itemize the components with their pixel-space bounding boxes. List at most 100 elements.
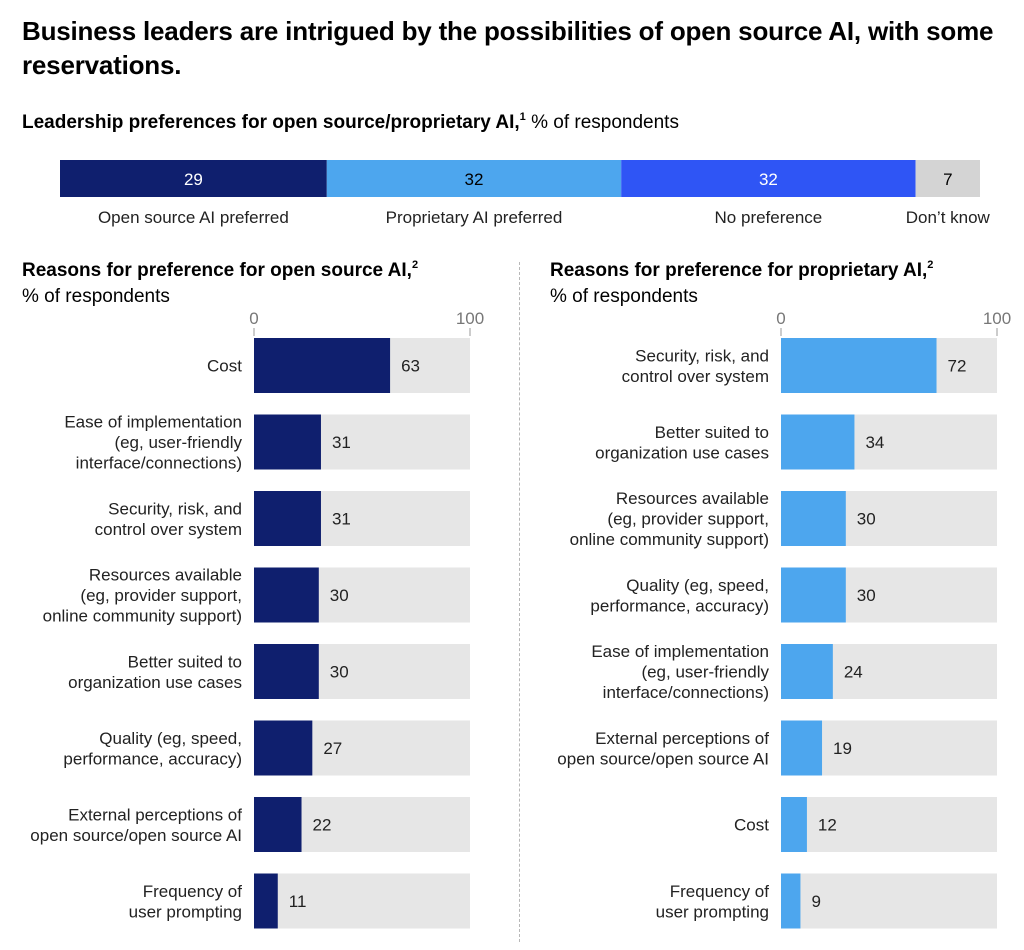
open-source-value-label-0: 63 xyxy=(401,357,420,376)
proprietary-value-label-2: 30 xyxy=(857,510,876,529)
proprietary-reasons-subtitle: % of respondents xyxy=(550,286,698,307)
open-source-bar-1 xyxy=(254,414,321,470)
open-source-bar-5 xyxy=(254,720,313,776)
open-source-value-label-2: 31 xyxy=(332,510,351,529)
proprietary-category-label-line: Cost xyxy=(734,816,769,835)
proprietary-value-label-1: 34 xyxy=(865,433,884,452)
open-source-category-label-line: Resources available xyxy=(89,566,242,585)
stacked-segment-label-0: Open source AI preferred xyxy=(98,208,289,227)
proprietary-category-label-line: open source/open source AI xyxy=(557,749,769,768)
open-source-category-label-line: Ease of implementation xyxy=(64,413,242,432)
proprietary-bar-1 xyxy=(781,414,855,470)
open-source-category-label-line: user prompting xyxy=(129,902,242,921)
open-source-category-label-line: Security, risk, and xyxy=(108,499,242,518)
proprietary-category-label-line: External perceptions of xyxy=(595,729,769,748)
open-source-category-label-line: control over system xyxy=(95,520,242,539)
open-source-value-label-5: 27 xyxy=(323,739,342,758)
open-source-value-label-6: 22 xyxy=(313,816,332,835)
open-source-category-label-3: Resources available (eg, provider support… xyxy=(43,566,242,626)
proprietary-category-label-line: (eg, user-friendly xyxy=(641,663,769,682)
proprietary-track-6 xyxy=(781,797,997,852)
open-source-track-7 xyxy=(254,873,470,929)
open-source-category-label-line: Better suited to xyxy=(128,652,242,671)
stacked-bar-chart: 29 Open source AI preferred 32 Proprietary … xyxy=(60,160,991,227)
proprietary-bar-3 xyxy=(781,567,846,623)
proprietary-value-label-3: 30 xyxy=(857,586,876,605)
stacked-bar-heading: Leadership preferences for open source/p… xyxy=(22,110,679,136)
proprietary-category-label-5: External perceptions of open source/open … xyxy=(557,729,769,769)
open-source-category-label-line: External perceptions of xyxy=(68,805,242,824)
open-source-category-label-line: online community support) xyxy=(43,607,242,626)
open-source-value-label-7: 11 xyxy=(289,892,307,911)
proprietary-category-label-line: Ease of implementation xyxy=(591,642,769,661)
proprietary-category-label-line: Better suited to xyxy=(655,423,769,442)
proprietary-category-label-2: Resources available (eg, provider support… xyxy=(570,489,769,549)
proprietary-category-label-3: Quality (eg, speed, performance, accuracy… xyxy=(590,576,769,616)
open-source-reasons-chart: 0 100 63 Cost 31 Ease of implementation (eg, u… xyxy=(30,309,484,929)
open-source-bar-3 xyxy=(254,567,319,623)
open-source-category-label-line: Frequency of xyxy=(143,882,242,901)
proprietary-bar-7 xyxy=(781,873,801,929)
open-source-category-label-6: External perceptions of open source/open … xyxy=(30,805,242,845)
proprietary-bar-6 xyxy=(781,797,807,852)
proprietary-category-label-6: Cost xyxy=(734,816,769,835)
proprietary-bar-2 xyxy=(781,491,846,546)
proprietary-category-label-4: Ease of implementation (eg, user-friendly… xyxy=(591,642,769,702)
proprietary-reasons-footnote: 2 xyxy=(927,259,934,271)
open-source-bar-0 xyxy=(254,338,391,393)
proprietary-value-label-5: 19 xyxy=(833,739,852,758)
stacked-segment-value-3: 7 xyxy=(943,170,952,189)
stacked-segment-value-1: 32 xyxy=(465,170,484,189)
proprietary-value-label-0: 72 xyxy=(948,357,967,376)
open-source-reasons-heading: Reasons for preference for open source A… xyxy=(22,258,418,310)
proprietary-category-label-0: Security, risk, and control over system xyxy=(622,346,769,386)
proprietary-category-label-line: online community support) xyxy=(570,530,769,549)
proprietary-category-label-line: interface/connections) xyxy=(603,683,769,702)
open-source-category-label-line: (eg, user-friendly xyxy=(114,433,242,452)
stacked-segment-label-3: Don’t know xyxy=(906,208,991,227)
open-source-category-label-4: Better suited to organization use cases xyxy=(68,652,242,692)
open-source-value-label-1: 31 xyxy=(332,433,351,452)
proprietary-reasons-chart: 0 100 72 Security, risk, and control over sy… xyxy=(557,309,1011,929)
proprietary-reasons-heading: Reasons for preference for proprietary A… xyxy=(550,258,933,310)
proprietary-category-label-line: organization use cases xyxy=(595,443,769,462)
proprietary-category-label-line: performance, accuracy) xyxy=(590,596,769,615)
proprietary-tick-label-0: 0 xyxy=(776,309,785,328)
open-source-bar-6 xyxy=(254,797,302,852)
open-source-category-label-1: Ease of implementation (eg, user-friendly… xyxy=(64,413,242,473)
proprietary-bar-4 xyxy=(781,644,833,699)
proprietary-bar-0 xyxy=(781,338,937,393)
open-source-category-label-line: Cost xyxy=(207,357,242,376)
stacked-segment-0 xyxy=(60,160,327,197)
proprietary-category-label-1: Better suited to organization use cases xyxy=(595,423,769,463)
stacked-bar-footnote: 1 xyxy=(519,111,526,123)
stacked-segment-value-0: 29 xyxy=(184,170,203,189)
stacked-bar-subtitle: % of respondents xyxy=(531,112,679,133)
open-source-category-label-0: Cost xyxy=(207,357,242,376)
open-source-category-label-2: Security, risk, and control over system xyxy=(95,499,242,539)
open-source-tick-label-1: 100 xyxy=(456,309,484,328)
proprietary-value-label-4: 24 xyxy=(844,663,863,682)
chart-title: Business leaders are intrigued by the po… xyxy=(22,16,994,80)
open-source-category-label-line: performance, accuracy) xyxy=(63,749,242,768)
proprietary-category-label-line: control over system xyxy=(622,367,769,386)
proprietary-reasons-title: Reasons for preference for proprietary A… xyxy=(550,260,928,281)
proprietary-track-7 xyxy=(781,873,997,929)
proprietary-category-label-line: (eg, provider support, xyxy=(607,510,769,529)
open-source-reasons-title: Reasons for preference for open source A… xyxy=(22,260,412,281)
open-source-bar-7 xyxy=(254,873,278,929)
open-source-category-label-line: interface/connections) xyxy=(76,454,242,473)
stacked-segment-value-2: 32 xyxy=(759,170,778,189)
stacked-segment-2 xyxy=(621,160,916,197)
open-source-category-label-line: Quality (eg, speed, xyxy=(99,729,242,748)
open-source-tick-label-0: 0 xyxy=(249,309,258,328)
open-source-bar-2 xyxy=(254,491,321,546)
proprietary-category-label-line: Frequency of xyxy=(670,882,769,901)
proprietary-bar-5 xyxy=(781,720,823,776)
proprietary-category-label-line: Quality (eg, speed, xyxy=(626,576,769,595)
stacked-segment-label-2: No preference xyxy=(715,208,823,227)
open-source-category-label-5: Quality (eg, speed, performance, accuracy… xyxy=(63,729,242,769)
open-source-reasons-subtitle: % of respondents xyxy=(22,286,170,307)
panel-divider xyxy=(519,262,520,942)
stacked-segment-3 xyxy=(915,160,980,197)
